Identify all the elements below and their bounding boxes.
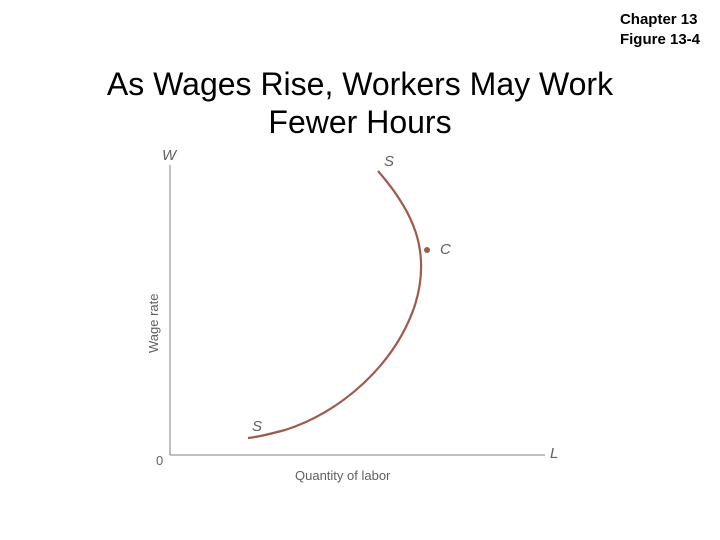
curve-label-top: S [384, 153, 394, 170]
y-axis-symbol: W [162, 147, 176, 164]
x-axis-symbol: L [550, 445, 558, 462]
header-block: Chapter 13 Figure 13-4 [620, 10, 700, 49]
supply-curve [248, 171, 421, 438]
origin-label: 0 [156, 453, 163, 468]
figure-label: Figure 13-4 [620, 30, 700, 50]
title-line-1: As Wages Rise, Workers May Work [107, 66, 613, 102]
labor-supply-chart: W 0 L Wage rate Quantity of labor S C S [140, 155, 580, 505]
point-c-label: C [440, 241, 451, 258]
page-title: As Wages Rise, Workers May Work Fewer Ho… [0, 65, 720, 142]
title-line-2: Fewer Hours [268, 104, 451, 140]
point-c [424, 247, 430, 253]
y-axis-label: Wage rate [146, 294, 161, 354]
x-axis-label: Quantity of labor [295, 468, 390, 483]
chart-svg [140, 155, 580, 505]
curve-label-bottom: S [252, 418, 262, 435]
chapter-label: Chapter 13 [620, 10, 700, 30]
